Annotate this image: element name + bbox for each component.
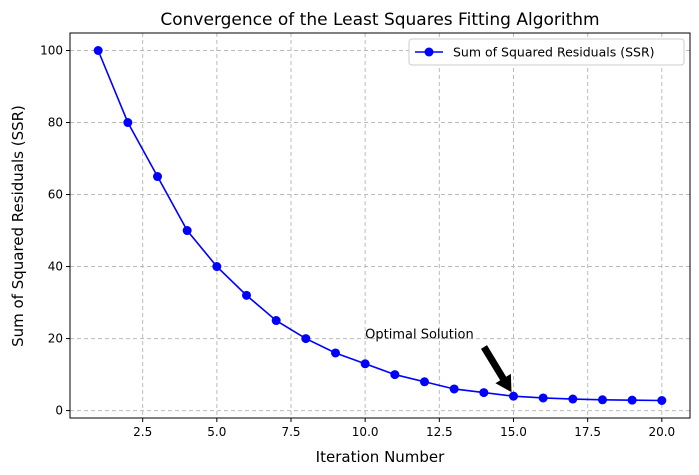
y-axis-label: Sum of Squared Residuals (SSR): [9, 105, 27, 347]
data-point: [508, 391, 518, 401]
data-point: [568, 394, 578, 404]
data-point: [93, 46, 103, 55]
x-tick-label: 20.0: [648, 425, 675, 439]
data-point: [449, 384, 459, 394]
annotation-arrow: [481, 345, 512, 393]
data-point: [657, 396, 667, 405]
annotation-text: Optimal Solution: [365, 328, 474, 343]
data-point: [242, 290, 252, 300]
plot-frame: [69, 32, 691, 419]
x-tick-label: 5.0: [207, 425, 226, 439]
x-tick-label: 10.0: [352, 425, 379, 439]
x-axis-label: Iteration Number: [316, 448, 445, 466]
data-point: [597, 395, 607, 405]
data-point: [301, 334, 311, 344]
y-tick-label: 0: [55, 404, 63, 418]
data-point: [627, 395, 637, 405]
legend-marker: [424, 47, 434, 57]
data-point: [360, 359, 370, 369]
chart-title: Convergence of the Least Squares Fitting…: [160, 10, 599, 30]
x-tick-label: 17.5: [574, 425, 601, 439]
y-tick-label: 20: [48, 332, 63, 346]
data-point: [212, 262, 222, 272]
data-point: [419, 377, 429, 387]
data-point: [479, 388, 489, 398]
data-point: [123, 118, 133, 128]
data-point: [538, 393, 548, 403]
legend-label: Sum of Squared Residuals (SSR): [453, 45, 655, 60]
data-point: [390, 370, 400, 380]
data-point: [182, 226, 192, 236]
x-tick-label: 12.5: [426, 425, 453, 439]
x-tick-label: 7.5: [281, 425, 300, 439]
series-line: [97, 50, 662, 402]
data-point: [153, 172, 163, 182]
data-point: [271, 316, 281, 326]
y-tick-label: 100: [40, 44, 63, 58]
y-tick-label: 60: [48, 188, 63, 202]
data-point: [331, 348, 341, 358]
y-tick-label: 80: [48, 116, 63, 130]
legend-box: [408, 38, 685, 66]
x-tick-label: 2.5: [133, 425, 152, 439]
x-tick-label: 15.0: [500, 425, 527, 439]
y-tick-label: 40: [48, 260, 63, 274]
